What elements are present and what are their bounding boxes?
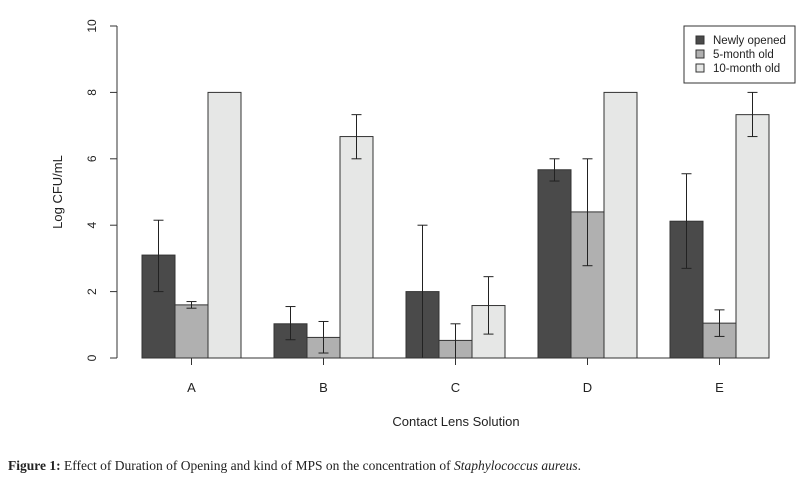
y-tick-label: 2 [85,288,99,295]
caption-label: Figure 1: [8,458,61,473]
caption-species: Staphylococcus aureus [454,458,578,473]
x-tick-label: A [187,380,196,395]
bar [537,169,572,359]
bars [141,91,770,359]
caption-end: . [577,458,582,473]
figure-caption: Figure 1: Effect of Duration of Opening … [8,458,581,474]
legend-swatch [695,63,705,73]
x-tick-label: B [319,380,328,395]
y-tick-label: 6 [85,155,99,162]
legend-label: Newly opened [713,35,786,47]
caption-text: Effect of Duration of Opening and kind o… [60,458,455,473]
y-tick-label: 0 [85,354,99,361]
y-tick-label: 10 [85,19,99,33]
y-tick-label: 4 [85,222,99,229]
x-tick-label: D [583,380,592,395]
y-axis: 0 2 4 6 8 10 [85,19,118,361]
y-axis-label: Log CFU/mL [50,155,65,229]
bar [339,136,374,359]
bar [174,304,209,359]
bar [735,114,770,359]
bar [603,91,638,359]
legend: Newly opened 5-month old 10-month old [683,25,796,84]
x-tick-label: E [715,380,724,395]
x-tick-label: C [451,380,460,395]
legend-label: 5-month old [713,49,774,61]
legend-label: 10-month old [713,63,780,75]
legend-swatch [695,49,705,59]
x-axis: A B C D E [142,357,769,395]
x-axis-label: Contact Lens Solution [392,414,519,429]
y-tick-label: 8 [85,89,99,96]
legend-swatch [695,35,705,45]
bar [207,91,242,359]
